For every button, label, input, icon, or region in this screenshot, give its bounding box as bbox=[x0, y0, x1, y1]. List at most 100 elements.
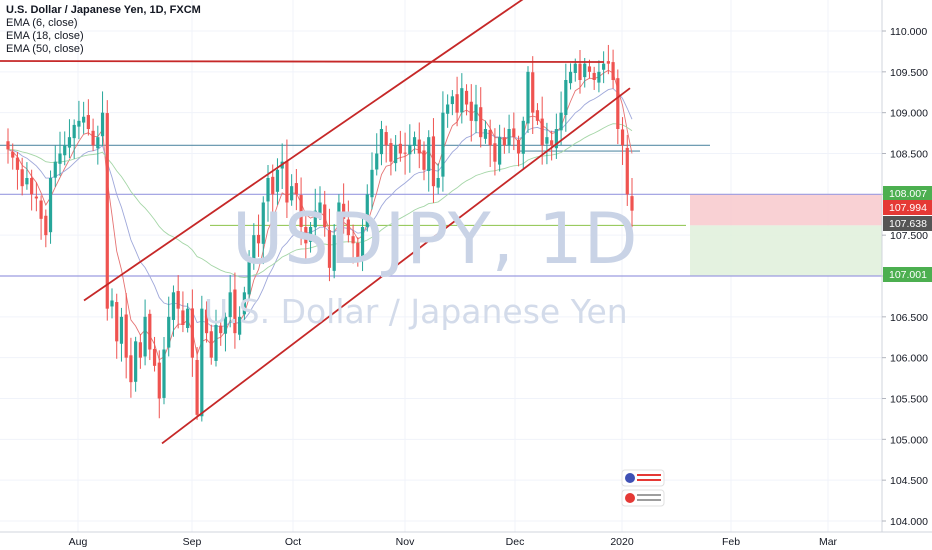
candle-body bbox=[606, 61, 610, 64]
candle-body bbox=[327, 230, 332, 268]
candle-body bbox=[375, 153, 379, 170]
candle-body bbox=[115, 302, 119, 342]
candle-body bbox=[559, 112, 563, 131]
candle-body bbox=[573, 63, 577, 73]
candle-body bbox=[602, 63, 606, 70]
candle-body bbox=[592, 72, 596, 80]
candle-body bbox=[479, 107, 483, 138]
candle-body bbox=[351, 236, 355, 244]
y-tick-label: 104.500 bbox=[890, 475, 928, 487]
ema-18-label[interactable]: EMA (18, close) bbox=[6, 30, 84, 42]
x-tick-label: Dec bbox=[506, 536, 525, 548]
ema-50-label[interactable]: EMA (50, close) bbox=[6, 43, 84, 55]
ema-6-label[interactable]: EMA (6, close) bbox=[6, 17, 78, 29]
take-profit-zone bbox=[690, 225, 882, 276]
price-badge-label: 107.638 bbox=[889, 218, 927, 230]
candle-body bbox=[204, 309, 209, 334]
candle-body bbox=[431, 136, 436, 187]
y-tick-label: 110.000 bbox=[890, 26, 927, 38]
candle-body bbox=[498, 137, 502, 165]
price-badge-label: 107.994 bbox=[889, 202, 927, 214]
candle-body bbox=[304, 226, 308, 244]
ema-50-line bbox=[7, 123, 633, 278]
y-tick-label: 105.500 bbox=[890, 394, 928, 406]
price-badge-bg bbox=[883, 186, 932, 201]
candle-body bbox=[587, 66, 592, 72]
candle-body bbox=[181, 310, 185, 325]
candle-body bbox=[110, 300, 114, 307]
candle-body bbox=[427, 137, 431, 172]
candle-body bbox=[238, 316, 242, 335]
watermark-symbol: USDJPY, 1D bbox=[232, 198, 639, 280]
candle-body bbox=[186, 308, 190, 329]
candle-body bbox=[91, 130, 95, 146]
candle-body bbox=[233, 289, 237, 334]
x-tick-label: Sep bbox=[183, 536, 202, 548]
y-axis-ticks: 110.000109.500109.000108.500108.000107.5… bbox=[882, 26, 928, 528]
candle-body bbox=[256, 234, 261, 244]
candle-body bbox=[72, 124, 76, 139]
x-tick-label: 2020 bbox=[610, 536, 634, 548]
candle-body bbox=[209, 331, 213, 358]
candle-body bbox=[346, 219, 350, 236]
candle-body bbox=[616, 78, 620, 129]
candle-body bbox=[450, 96, 454, 105]
candle-body bbox=[39, 200, 43, 219]
candle-body bbox=[323, 204, 327, 227]
candle-body bbox=[290, 186, 294, 201]
candle-body bbox=[441, 112, 445, 177]
candle-body bbox=[34, 196, 38, 199]
candle-body bbox=[464, 90, 469, 105]
candle-body bbox=[58, 153, 62, 164]
candle-body bbox=[531, 72, 535, 113]
candle-body bbox=[271, 176, 275, 195]
candle-body bbox=[564, 80, 568, 115]
candle-body bbox=[360, 227, 365, 260]
y-tick-label: 108.500 bbox=[890, 149, 928, 161]
candle-body bbox=[223, 316, 228, 334]
candle-body bbox=[294, 183, 298, 195]
candle-body bbox=[611, 62, 615, 80]
y-tick-label: 109.500 bbox=[890, 67, 928, 79]
candle-body bbox=[474, 104, 478, 122]
candlesticks bbox=[6, 44, 634, 422]
chart-title: U.S. Dollar / Japanese Yen, 1D, FXCM bbox=[6, 4, 201, 16]
candle-body bbox=[488, 129, 492, 146]
candle-body bbox=[318, 202, 322, 213]
candle-body bbox=[620, 129, 625, 146]
candle-body bbox=[535, 110, 540, 121]
price-badge: 107.994 bbox=[883, 200, 932, 215]
y-tick-label: 105.000 bbox=[890, 434, 928, 446]
candle-body bbox=[82, 116, 86, 123]
candle-body bbox=[568, 71, 573, 84]
candle-body bbox=[422, 150, 426, 170]
watermark-description: U.S. Dollar / Japanese Yen bbox=[204, 292, 628, 331]
price-badge: 107.001 bbox=[883, 267, 932, 282]
candle-body bbox=[105, 113, 109, 309]
candle-body bbox=[152, 348, 157, 366]
candle-body bbox=[48, 178, 53, 233]
candle-body bbox=[417, 139, 421, 154]
price-badge-bg bbox=[883, 216, 932, 231]
candle-body bbox=[162, 349, 166, 398]
chart-legend: U.S. Dollar / Japanese Yen, 1D, FXCM EMA… bbox=[6, 4, 201, 56]
candle-body bbox=[578, 63, 582, 80]
candle-body bbox=[394, 145, 398, 164]
candle-body bbox=[365, 194, 369, 227]
x-tick-label: Feb bbox=[722, 536, 740, 548]
candle-body bbox=[6, 141, 10, 150]
x-tick-label: Nov bbox=[396, 536, 415, 548]
candle-body bbox=[337, 202, 341, 235]
candle-body bbox=[493, 143, 497, 162]
chart-grid bbox=[0, 0, 882, 532]
candle-body bbox=[356, 242, 360, 260]
candle-body bbox=[436, 178, 440, 188]
y-tick-label: 107.500 bbox=[890, 230, 928, 242]
resistance-line bbox=[0, 60, 605, 63]
candle-body bbox=[507, 129, 511, 146]
x-tick-label: Mar bbox=[819, 536, 838, 548]
candle-body bbox=[412, 137, 417, 146]
price-badge-bg bbox=[883, 267, 932, 282]
candle-body bbox=[299, 195, 303, 227]
